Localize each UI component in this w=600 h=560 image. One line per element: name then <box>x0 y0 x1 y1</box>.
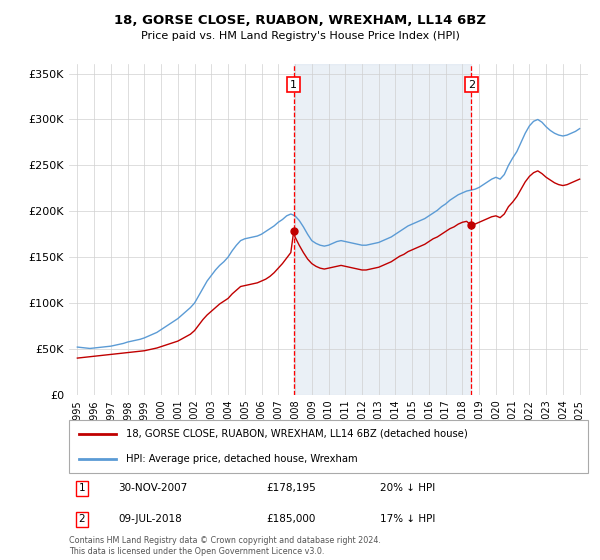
Text: 18, GORSE CLOSE, RUABON, WREXHAM, LL14 6BZ: 18, GORSE CLOSE, RUABON, WREXHAM, LL14 6… <box>114 14 486 27</box>
Text: 20% ↓ HPI: 20% ↓ HPI <box>380 483 436 493</box>
Text: Contains HM Land Registry data © Crown copyright and database right 2024.
This d: Contains HM Land Registry data © Crown c… <box>69 536 381 556</box>
Bar <box>293 64 472 395</box>
Text: HPI: Average price, detached house, Wrexham: HPI: Average price, detached house, Wrex… <box>126 454 358 464</box>
Text: £178,195: £178,195 <box>266 483 316 493</box>
Text: 1: 1 <box>290 80 297 90</box>
FancyBboxPatch shape <box>69 420 588 473</box>
Text: 2: 2 <box>468 80 475 90</box>
Text: Price paid vs. HM Land Registry's House Price Index (HPI): Price paid vs. HM Land Registry's House … <box>140 31 460 41</box>
Text: £185,000: £185,000 <box>266 514 316 524</box>
Text: 1: 1 <box>79 483 85 493</box>
Text: 09-JUL-2018: 09-JUL-2018 <box>118 514 182 524</box>
Text: 18, GORSE CLOSE, RUABON, WREXHAM, LL14 6BZ (detached house): 18, GORSE CLOSE, RUABON, WREXHAM, LL14 6… <box>126 429 468 439</box>
Text: 30-NOV-2007: 30-NOV-2007 <box>118 483 188 493</box>
Text: 17% ↓ HPI: 17% ↓ HPI <box>380 514 436 524</box>
Text: 2: 2 <box>79 514 85 524</box>
